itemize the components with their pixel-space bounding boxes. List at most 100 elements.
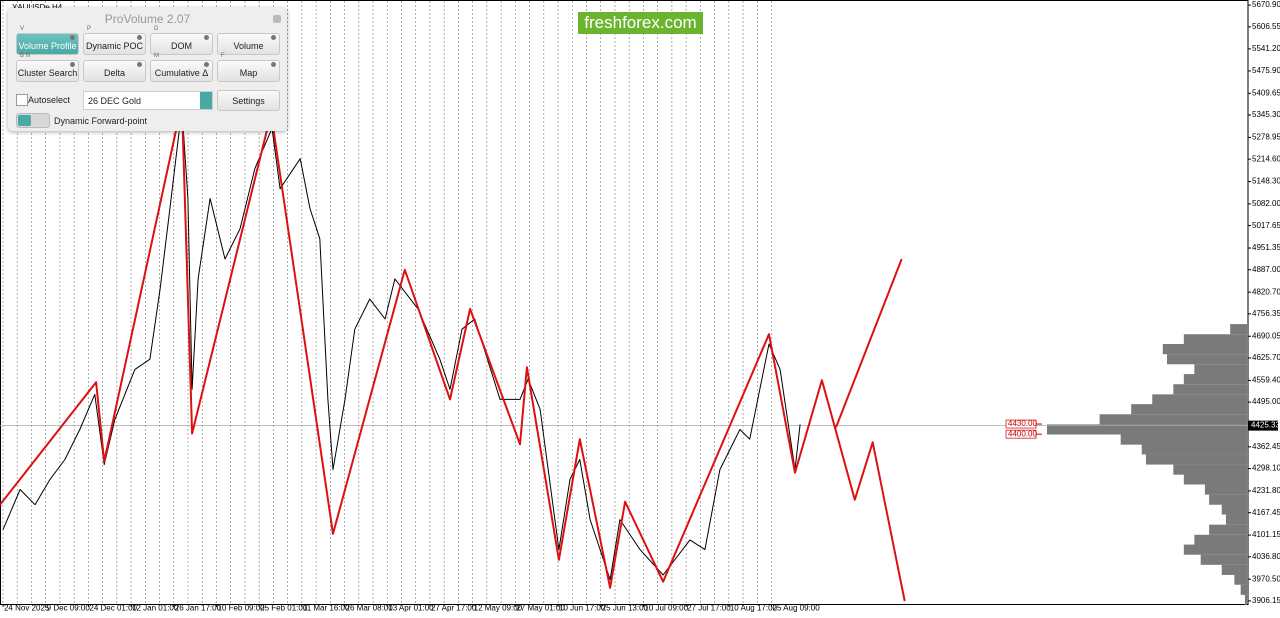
hotkey: M	[154, 53, 159, 59]
gear-icon	[271, 35, 276, 40]
plot-border	[0, 0, 1249, 605]
y-tick-label: 4298.10	[1252, 464, 1280, 473]
settings-button[interactable]: Settings	[217, 90, 280, 111]
tool-button[interactable]: Volume	[217, 33, 280, 55]
y-tick-label: 5082.00	[1252, 199, 1280, 208]
volume-bar	[1200, 554, 1247, 565]
tool-button[interactable]: Cumulative Δ M	[150, 53, 213, 82]
x-tick-label: 13 Apr 01:00	[388, 604, 434, 613]
x-tick-label: 12 Jan 01:00	[132, 604, 179, 613]
current-price-label: 4425.33	[1251, 421, 1280, 430]
price-line	[0, 102, 906, 602]
y-tick-label: 4231.80	[1252, 486, 1280, 495]
x-tick-label: 24 Nov 2025	[4, 604, 50, 613]
button-label: Cluster Search	[17, 68, 78, 78]
volume-bar	[1221, 564, 1247, 575]
y-tick-label: 3970.50	[1252, 574, 1280, 583]
autoselect-checkbox[interactable]	[16, 94, 28, 106]
volume-bar	[1183, 374, 1247, 385]
tool-button[interactable]: Map F	[217, 53, 280, 82]
logo[interactable]: freshforex.com	[578, 12, 703, 34]
autoselect-label: Autoselect	[28, 95, 71, 105]
y-tick-label: 4036.80	[1252, 552, 1280, 561]
x-tick-label: 27 Apr 17:00	[431, 604, 477, 613]
volume-bar	[1225, 514, 1247, 525]
level-box	[1005, 429, 1037, 439]
x-tick-label: 12 May 09:00	[474, 604, 523, 613]
y-tick-label: 4495.00	[1252, 397, 1280, 406]
y-tick-label: 4559.40	[1252, 375, 1280, 384]
tool-button[interactable]: Cluster Search B N	[16, 53, 79, 82]
volume-bar	[1173, 384, 1247, 395]
volume-bar	[1194, 364, 1247, 375]
x-tick-label: 10 Feb 09:00	[217, 604, 265, 613]
level-box	[1005, 419, 1037, 429]
y-tick-label: 4362.45	[1252, 442, 1280, 451]
y-tick-label: 5278.95	[1252, 133, 1280, 142]
volume-bar	[1131, 404, 1247, 415]
gear-icon	[137, 35, 142, 40]
x-tick-label: 25 Feb 01:00	[260, 604, 308, 613]
volume-bar	[1183, 544, 1247, 555]
select-arrow	[200, 92, 212, 109]
level-label: 4430.00	[1008, 419, 1037, 428]
y-tick-label: 5670.90	[1252, 0, 1280, 9]
button-label: Dynamic POC	[85, 41, 143, 51]
volume-bar	[1173, 464, 1247, 475]
volume-bar	[1167, 354, 1247, 365]
tool-button[interactable]: Delta	[83, 60, 146, 82]
volume-bar	[1152, 394, 1247, 405]
volume-bar	[1183, 474, 1247, 485]
x-tick-label: 10 Jun 17:00	[559, 604, 606, 613]
hotkey: D	[154, 26, 159, 32]
gear-icon	[70, 35, 75, 40]
y-tick-label: 5606.55	[1252, 22, 1280, 31]
hotkey: F	[221, 53, 225, 59]
gear-icon	[137, 62, 142, 67]
y-tick-label: 3906.15	[1252, 596, 1280, 605]
panel-title: ProVolume 2.07	[104, 12, 191, 26]
price-line	[835, 258, 903, 428]
tool-button[interactable]: DOM D	[150, 26, 213, 55]
symbol-label: XAUUSDe,H4	[12, 3, 63, 12]
gear-icon	[204, 62, 209, 67]
volume-bar	[1099, 414, 1247, 425]
volume-bar	[1194, 534, 1247, 545]
price-line	[2, 107, 801, 581]
y-tick-label: 4690.05	[1252, 331, 1280, 340]
y-tick-label: 4887.00	[1252, 265, 1280, 274]
y-tick-label: 4756.35	[1252, 309, 1280, 318]
x-tick-label: 25 Aug 09:00	[773, 604, 821, 613]
y-tick-label: 5017.65	[1252, 221, 1280, 230]
x-tick-label: 9 Dec 09:00	[47, 604, 91, 613]
hotkey: B N	[20, 53, 31, 59]
hotkey: P	[87, 26, 92, 32]
gear-icon	[70, 62, 75, 67]
instrument-select[interactable]: 26 DEC Gold	[83, 91, 213, 110]
y-tick-label: 4951.35	[1252, 243, 1280, 252]
volume-bar	[1047, 424, 1247, 435]
x-tick-label: 25 Jun 13:00	[602, 604, 649, 613]
x-tick-label: 10 Aug 17:00	[730, 604, 778, 613]
y-tick-label: 4820.70	[1252, 287, 1280, 296]
tool-button[interactable]: Volume Profile V	[16, 26, 79, 55]
button-label: Map	[239, 68, 258, 78]
button-label: DOM	[171, 41, 192, 51]
volume-bar	[1240, 584, 1247, 595]
button-label: Cumulative Δ	[154, 68, 209, 78]
volume-bar	[1183, 334, 1247, 345]
current-price-box	[1248, 420, 1278, 431]
y-tick-label: 5409.65	[1252, 88, 1280, 97]
forward-point-label: Dynamic Forward-point	[54, 116, 148, 126]
volume-bar	[1141, 444, 1247, 455]
x-tick-label: 26 Jan 17:00	[175, 604, 222, 613]
tool-button[interactable]: Dynamic POC P	[83, 26, 146, 55]
close-button[interactable]	[273, 15, 281, 23]
x-tick-label: 24 Dec 01:00	[89, 604, 137, 613]
instrument-value: 26 DEC Gold	[88, 96, 142, 106]
volume-bar	[1244, 594, 1247, 606]
forward-point-toggle[interactable]	[16, 113, 50, 128]
volume-bar	[1162, 344, 1247, 355]
x-tick-label: 11 Mar 16:00	[303, 604, 350, 613]
